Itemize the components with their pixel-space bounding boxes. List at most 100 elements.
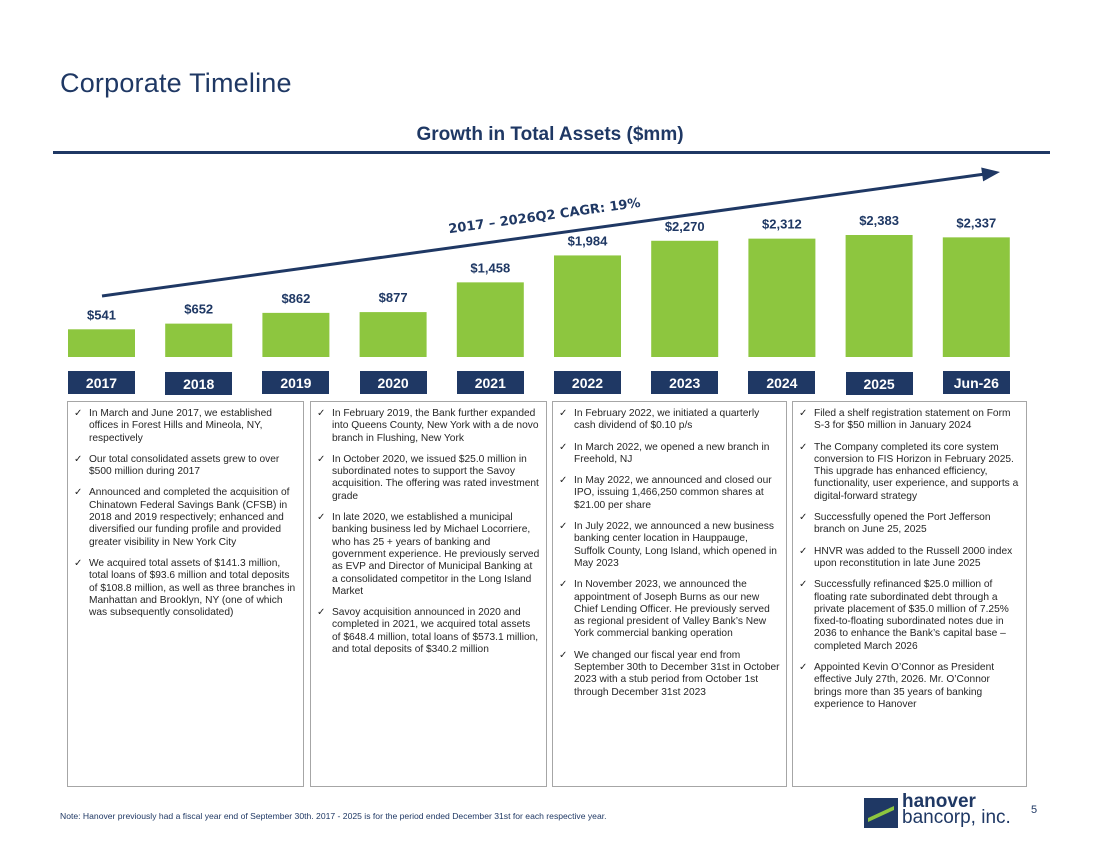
checkmark-icon: ✓ (74, 408, 83, 419)
year-label: 2021 (456, 371, 524, 394)
bar-value-label: $1,984 (568, 233, 609, 248)
checkmark-icon: ✓ (799, 662, 808, 674)
bullet-text: In March and June 2017, we established o… (89, 408, 272, 444)
timeline-panel-2: ✓ In February 2019, the Bank further expa… (310, 401, 547, 787)
timeline-panel-4: ✓ Filed a shelf registration statement on… (792, 401, 1027, 787)
panel-bullet-list: ✓ In February 2022, we initiated a quarte… (559, 408, 780, 699)
panel-bullet-item: ✓ In November 2023, we announced the appo… (559, 579, 780, 640)
bar-jun-26 (942, 237, 1010, 357)
arrow-head-icon (981, 167, 1000, 182)
bar-2021 (456, 282, 524, 357)
panel-bullet-list: ✓ In March and June 2017, we established … (74, 408, 297, 619)
year-label: 2019 (262, 371, 330, 394)
year-label: 2022 (554, 371, 621, 394)
checkmark-icon: ✓ (559, 475, 568, 487)
checkmark-icon: ✓ (74, 453, 83, 465)
cagr-trend-line (101, 172, 987, 298)
bullet-text: Successfully refinanced $25.0 million of… (814, 579, 1009, 652)
panel-bullet-item: ✓ In March and June 2017, we established … (74, 408, 297, 445)
bar-value-label: $541 (87, 307, 116, 322)
panel-bullet-item: ✓ In February 2019, the Bank further expa… (317, 408, 540, 445)
panel-bullet-item: ✓ The Company completed its core system c… (799, 442, 1020, 503)
year-label: 2023 (651, 371, 719, 394)
bar-2025 (845, 235, 913, 357)
bullet-text: In March 2022, we opened a new branch in… (574, 441, 770, 465)
panel-bullet-item: ✓ In March 2022, we opened a new branch i… (559, 442, 780, 467)
checkmark-icon: ✓ (317, 607, 326, 619)
bullet-text: In May 2022, we announced and closed our… (574, 475, 772, 511)
checkmark-icon: ✓ (559, 521, 568, 533)
bullet-text: In October 2020, we issued $25.0 million… (332, 453, 539, 502)
panel-bullet-item: ✓ Announced and completed the acquisition… (74, 487, 297, 548)
bar-2020 (359, 312, 427, 357)
panel-bullet-list: ✓ Filed a shelf registration statement on… (799, 408, 1020, 711)
logo-mark-icon (864, 798, 898, 828)
bullet-text: Filed a shelf registration statement on … (814, 408, 1011, 432)
timeline-panel-1: ✓ In March and June 2017, we established … (67, 401, 304, 787)
panel-bullet-item: ✓ Our total consolidated assets grew to o… (74, 454, 297, 479)
year-label: 2025 (845, 372, 913, 395)
bar-value-label: $862 (281, 291, 310, 306)
cagr-annotation: 2017 – 2026Q2 CAGR: 19% (448, 196, 642, 237)
checkmark-icon: ✓ (799, 579, 808, 591)
panel-bullet-item: ✓ We acquired total assets of $141.3 mill… (74, 558, 297, 619)
panel-bullet-item: ✓ Successfully refinanced $25.0 million o… (799, 579, 1020, 653)
timeline-panel-3: ✓ In February 2022, we initiated a quarte… (552, 401, 787, 787)
panel-bullet-item: ✓ Savoy acquisition announced in 2020 and… (317, 607, 540, 656)
panel-bullet-item: ✓ In late 2020, we established a municipa… (317, 512, 540, 598)
panel-bullet-item: ✓ In October 2020, we issued $25.0 millio… (317, 454, 540, 503)
year-label: 2018 (165, 372, 233, 395)
checkmark-icon: ✓ (799, 512, 808, 524)
page-number: 5 (1031, 804, 1038, 816)
checkmark-icon: ✓ (799, 441, 808, 453)
footnote: Note: Hanover previously had a fiscal ye… (60, 811, 607, 821)
bullet-text: Savoy acquisition announced in 2020 and … (332, 607, 539, 656)
bullet-text: Appointed Kevin O’Connor as President ef… (814, 662, 995, 710)
checkmark-icon: ✓ (559, 649, 568, 661)
checkmark-icon: ✓ (799, 408, 808, 419)
logo-text-bancorp: bancorp, inc. (902, 807, 1011, 828)
year-label: Jun-26 (942, 371, 1010, 394)
bullet-text: In July 2022, we announced a new busines… (574, 521, 777, 569)
year-label: 2024 (748, 371, 816, 394)
chart-title: Growth in Total Assets ($mm) (416, 124, 684, 145)
bar-value-label: $2,312 (762, 217, 802, 232)
panel-bullet-item: ✓ In July 2022, we announced a new busine… (559, 521, 780, 570)
bar-2022 (554, 255, 621, 357)
checkmark-icon: ✓ (559, 579, 568, 591)
checkmark-icon: ✓ (74, 557, 83, 569)
bullet-text: Successfully opened the Port Jefferson b… (814, 512, 991, 536)
title-divider (53, 151, 1050, 154)
total-assets-bar-chart: $541 $652 $862 $877 $1,458 $1,984 $2,270 $2,312… (68, 167, 1010, 357)
panel-bullet-item: ✓ We changed our fiscal year end from Sep… (559, 650, 780, 699)
checkmark-icon: ✓ (317, 408, 326, 419)
bullet-text: In February 2019, the Bank further expan… (332, 408, 539, 444)
panel-bullet-item: ✓ Filed a shelf registration statement on… (799, 408, 1020, 433)
checkmark-icon: ✓ (559, 408, 568, 419)
bullet-text: HNVR was added to the Russell 2000 index… (814, 545, 1013, 569)
panel-bullet-list: ✓ In February 2019, the Bank further expa… (317, 408, 540, 656)
checkmark-icon: ✓ (317, 512, 326, 524)
bar-value-label: $2,270 (665, 219, 705, 234)
bar-2017 (68, 329, 135, 357)
checkmark-icon: ✓ (799, 545, 808, 557)
bullet-text: Announced and completed the acquisition … (89, 487, 290, 548)
logo-text-hanover: hanover (902, 791, 976, 812)
panel-bullet-item: ✓ HNVR was added to the Russell 2000 inde… (799, 546, 1020, 571)
panel-bullet-item: ✓ In February 2022, we initiated a quarte… (559, 408, 780, 433)
page-title: Corporate Timeline (60, 68, 292, 98)
bullet-text: Our total consolidated assets grew to ov… (89, 453, 280, 478)
bar-value-label: $2,383 (859, 213, 899, 228)
bar-2018 (165, 323, 233, 357)
bar-2019 (262, 312, 330, 357)
panel-bullet-item: ✓ Successfully opened the Port Jefferson … (799, 512, 1020, 537)
bar-2024 (748, 238, 816, 357)
checkmark-icon: ✓ (317, 453, 326, 465)
bar-2023 (651, 240, 719, 357)
company-logo: hanover bancorp, inc. (864, 792, 1024, 832)
panel-bullet-item: ✓ In May 2022, we announced and closed ou… (559, 475, 780, 512)
panel-bullet-item: ✓ Appointed Kevin O’Connor as President e… (799, 662, 1020, 711)
bullet-text: In late 2020, we established a municipal… (332, 512, 540, 597)
bar-value-label: $652 (184, 302, 213, 317)
bar-value-label: $2,337 (956, 215, 996, 230)
